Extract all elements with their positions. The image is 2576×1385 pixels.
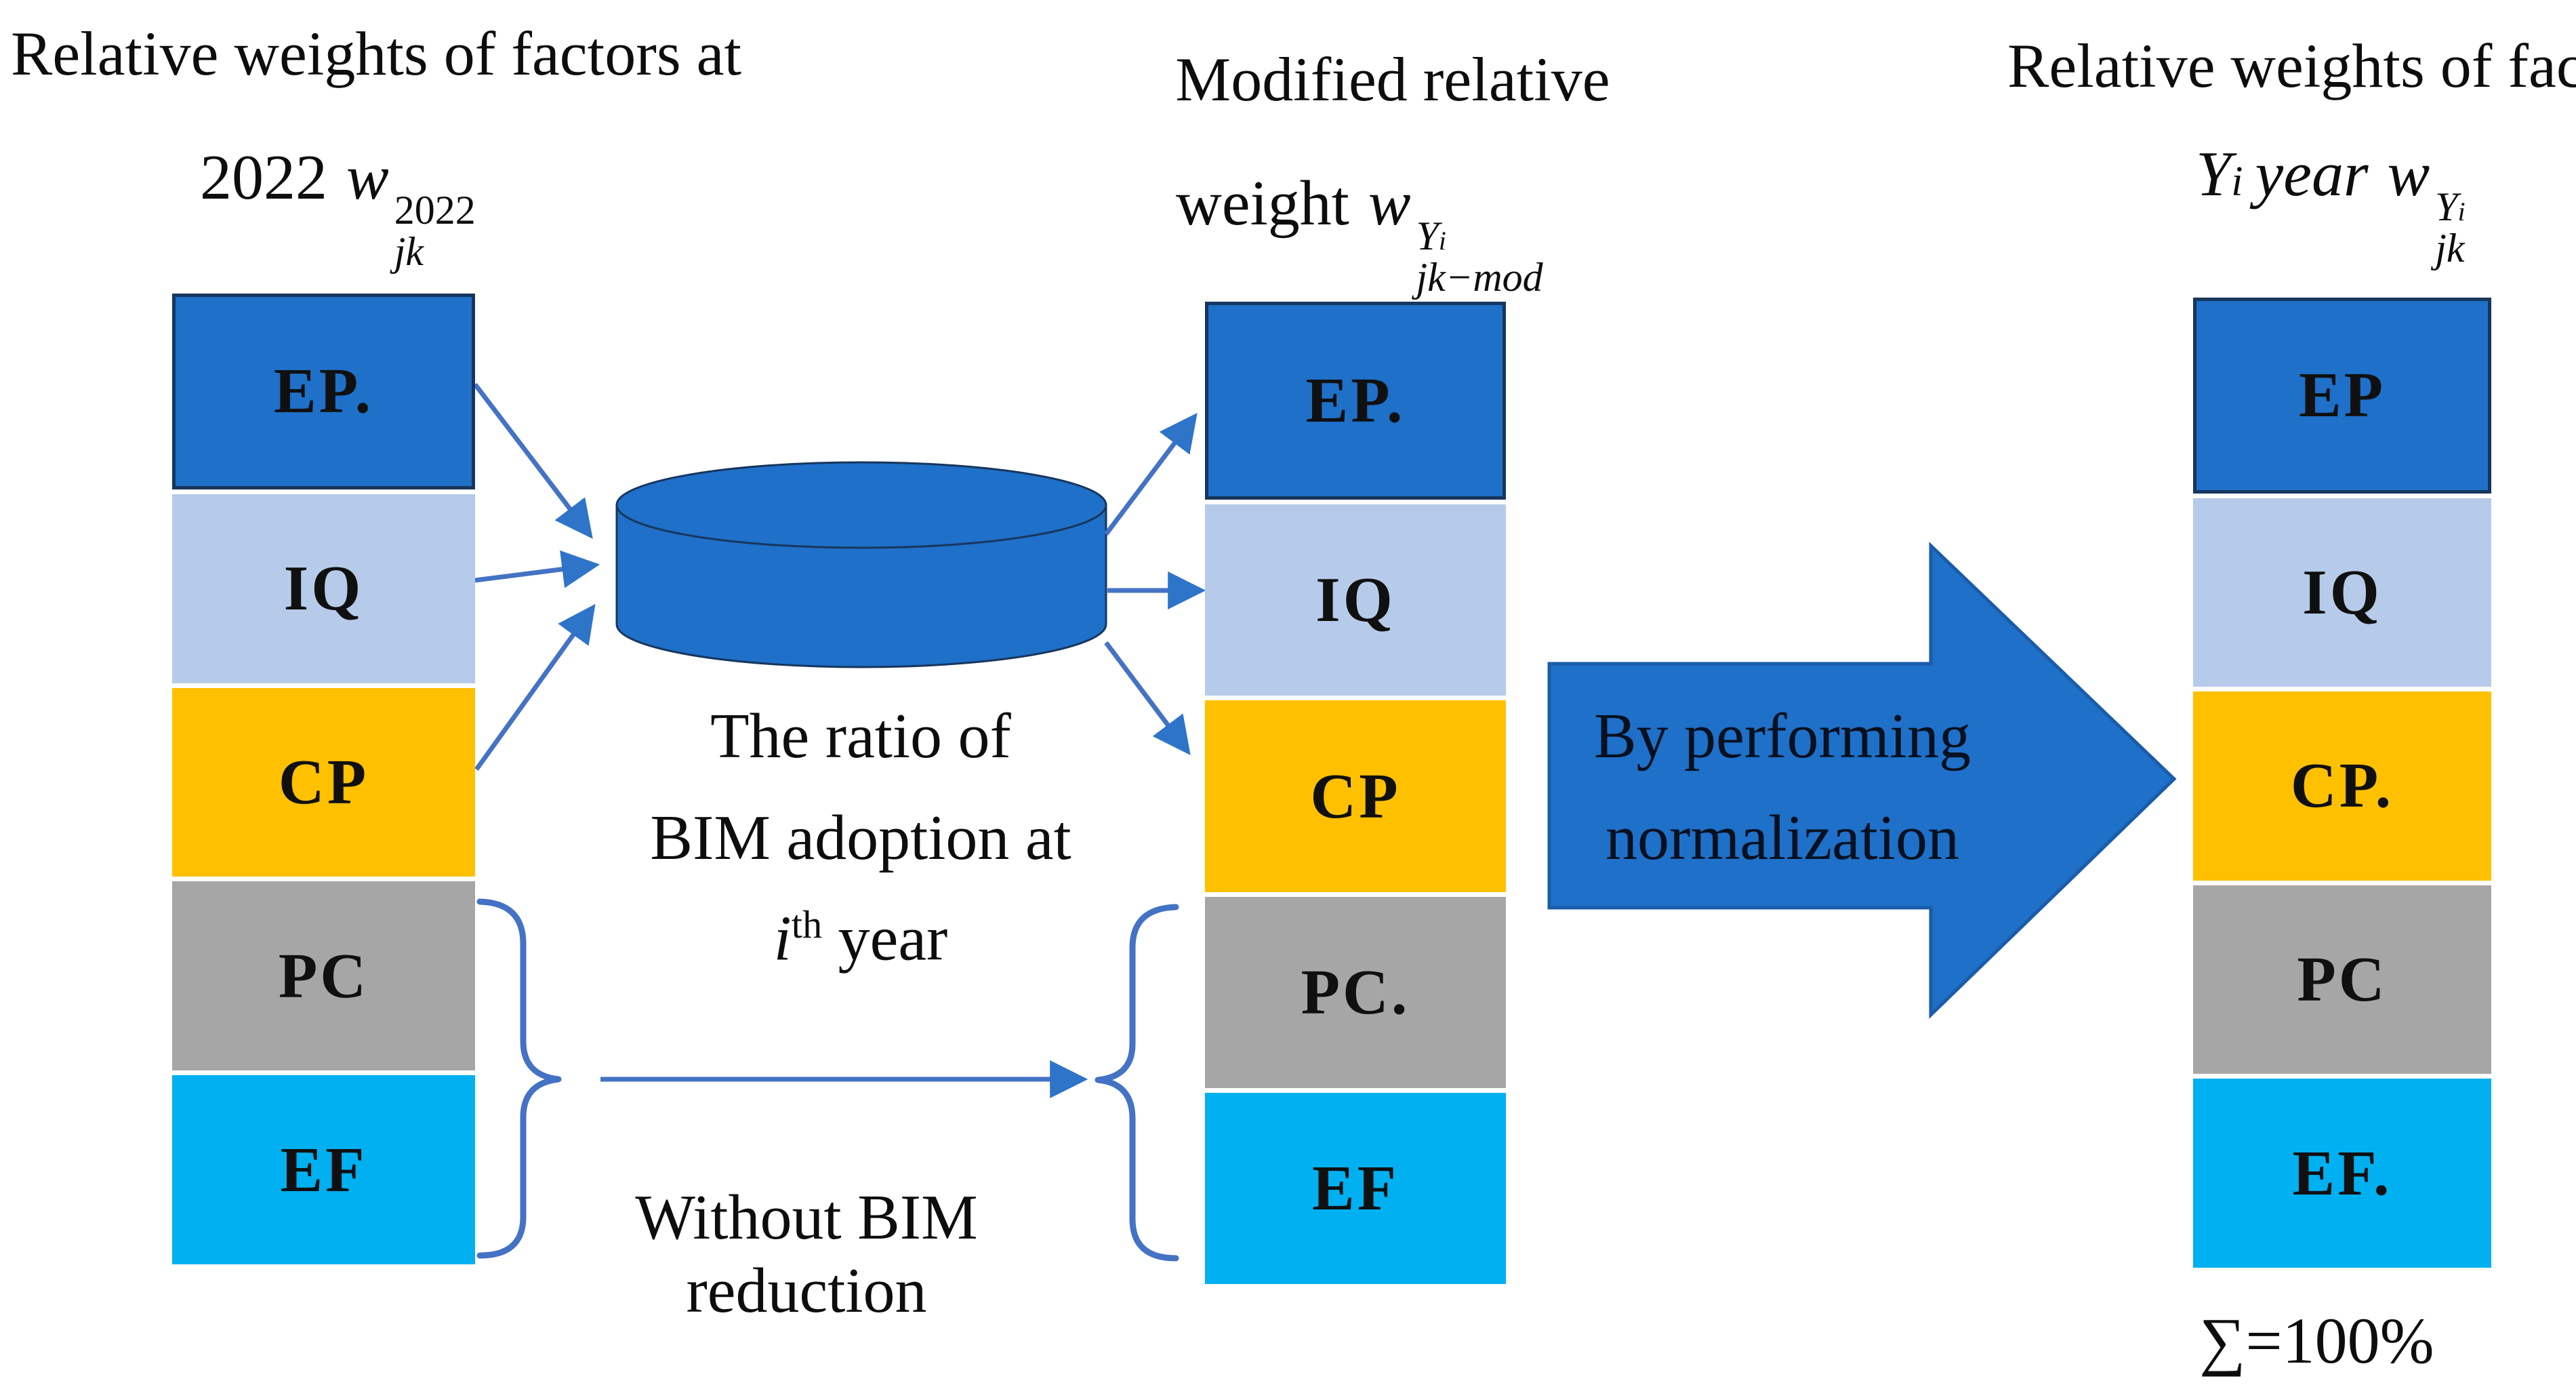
formula-word-weight: weight xyxy=(1176,168,1349,239)
formula-sup-Y: Y xyxy=(1416,214,1439,259)
cylinder-caption-line2: BIM adoption at xyxy=(650,803,1071,873)
left-block-cp: CP xyxy=(172,687,475,877)
middle-block-ef: EF xyxy=(1205,1092,1506,1285)
formula-sup-i: i xyxy=(1438,226,1446,256)
normalization-label-line2: normalization xyxy=(1605,803,1960,873)
right-block-cp-label: CP. xyxy=(2290,750,2394,822)
right-block-pc: PC xyxy=(2193,885,2491,1075)
formula-word-year: year xyxy=(2255,139,2369,209)
left-block-ep-label: EP. xyxy=(274,356,373,427)
middle-block-pc-label: PC. xyxy=(1301,957,1410,1028)
left-block-iq: IQ xyxy=(172,494,475,683)
ith-word-year: year xyxy=(822,903,948,974)
left-block-iq-label: IQ xyxy=(283,553,364,624)
cylinder-caption-line1: The ratio of xyxy=(710,701,1011,771)
formula-subscript: jk−mod xyxy=(1416,255,1543,300)
right-block-ef-label: EF. xyxy=(2292,1138,2392,1209)
right-block-iq-label: IQ xyxy=(2302,557,2382,628)
left-block-ep: EP. xyxy=(172,294,475,489)
arrow-iq-to-cylinder xyxy=(474,550,600,588)
formula-Y-sub-i: i xyxy=(2231,159,2243,205)
middle-block-cp-label: CP xyxy=(1310,761,1401,832)
middle-block-ep: EP. xyxy=(1205,302,1506,500)
right-stacked-column: EP IQ CP. PC EF. xyxy=(2193,298,2491,1268)
ith-superscript: th xyxy=(791,902,823,946)
right-block-iq: IQ xyxy=(2193,498,2491,687)
arrow-cylinder-to-ep xyxy=(1104,413,1198,536)
left-stacked-column: EP. IQ CP PC EF xyxy=(172,294,475,1264)
formula-sup-i: i xyxy=(2457,197,2466,227)
formula-w-base: w xyxy=(1368,168,1411,239)
middle-block-iq: IQ xyxy=(1205,504,1506,696)
middle-block-pc: PC. xyxy=(1205,896,1506,1088)
middle-block-cp: CP xyxy=(1205,700,1506,892)
right-column-title: Relative weights of fact xyxy=(2007,31,2576,100)
arrow-cylinder-to-cp xyxy=(1104,641,1191,755)
left-block-pc: PC xyxy=(172,881,475,1071)
formula-w-base: w xyxy=(346,142,389,213)
right-column-formula: Yi year w Yi jk xyxy=(2196,138,2466,270)
left-block-cp-label: CP xyxy=(278,746,369,818)
left-pc-ef-bracket xyxy=(476,898,562,1259)
middle-block-iq-label: IQ xyxy=(1315,565,1395,636)
without-bim-reduction-label: Without BIM reduction xyxy=(635,1182,978,1326)
formula-year-2022: 2022 xyxy=(200,142,327,213)
middle-pc-ef-bracket xyxy=(1095,904,1179,1262)
left-column-formula: 2022 w 2022 jk xyxy=(200,141,476,273)
formula-sup-Y: Y xyxy=(2435,184,2458,230)
formula-Y-base: Y xyxy=(2196,139,2232,209)
normalization-label-line1: By performing xyxy=(1593,701,1971,771)
formula-w-base: w xyxy=(2387,139,2430,209)
bim-ratio-cylinder-shape xyxy=(615,461,1107,668)
cylinder-caption-line3: ith year xyxy=(563,902,1159,975)
right-block-cp: CP. xyxy=(2193,691,2491,881)
middle-stacked-column: EP. IQ CP PC. EF xyxy=(1205,302,1506,1285)
middle-block-ef-label: EF xyxy=(1311,1152,1399,1224)
formula-subscript: jk xyxy=(394,229,424,275)
sum-100-label: ∑=100% xyxy=(2199,1304,2434,1377)
right-block-ep: EP xyxy=(2193,298,2491,494)
normalization-big-arrow-shape xyxy=(1547,542,2177,1019)
arrow-ep-to-cylinder xyxy=(473,382,593,539)
right-block-pc-label: PC xyxy=(2297,944,2388,1016)
left-block-ef: EF xyxy=(172,1075,475,1264)
formula-superscript: 2022 xyxy=(394,188,476,233)
right-block-ep-label: EP xyxy=(2298,360,2386,431)
ith-base: i xyxy=(773,903,792,974)
left-column-title: Relative weights of factors at xyxy=(10,19,742,88)
arrow-cp-to-cylinder xyxy=(474,603,596,771)
left-block-pc-label: PC xyxy=(278,940,369,1011)
formula-subscript: jk xyxy=(2435,226,2465,271)
right-block-ef: EF. xyxy=(2193,1079,2491,1268)
left-block-ef-label: EF xyxy=(280,1134,367,1205)
middle-column-title: Modified relative xyxy=(1175,45,1610,114)
middle-column-formula: weight w Yi jk−mod xyxy=(1176,167,1543,299)
middle-block-ep-label: EP. xyxy=(1305,365,1406,437)
